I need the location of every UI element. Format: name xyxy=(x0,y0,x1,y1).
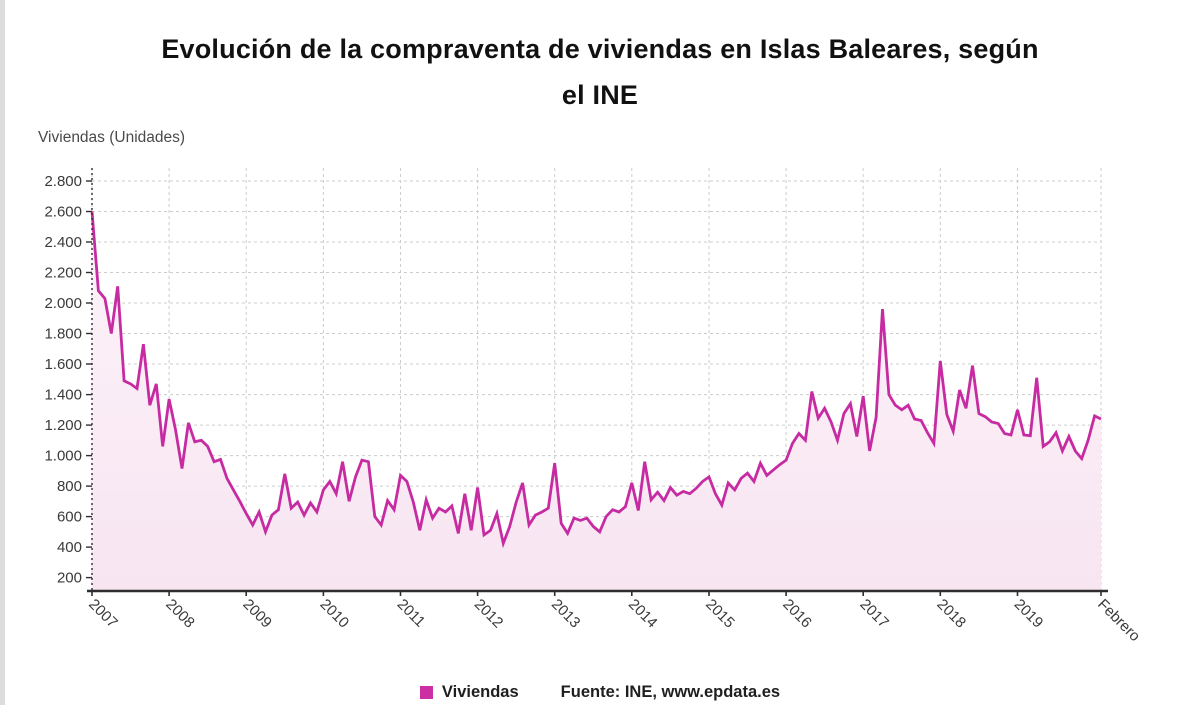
svg-text:2017: 2017 xyxy=(856,596,892,632)
svg-text:200: 200 xyxy=(57,570,82,587)
svg-text:2011: 2011 xyxy=(394,596,429,631)
svg-text:2018: 2018 xyxy=(933,596,969,632)
svg-text:2.400: 2.400 xyxy=(44,234,82,251)
svg-text:800: 800 xyxy=(57,478,82,495)
svg-text:2019: 2019 xyxy=(1011,596,1047,632)
svg-text:600: 600 xyxy=(57,509,82,526)
source-label: Fuente: INE, www.epdata.es xyxy=(560,683,781,701)
svg-text:Febrero: Febrero xyxy=(1094,596,1143,645)
svg-text:2.000: 2.000 xyxy=(44,295,82,312)
svg-text:2010: 2010 xyxy=(317,596,353,632)
svg-text:1.800: 1.800 xyxy=(44,326,82,343)
svg-text:2014: 2014 xyxy=(625,596,661,632)
svg-text:2013: 2013 xyxy=(548,596,584,632)
svg-text:2009: 2009 xyxy=(239,596,275,632)
svg-text:2007: 2007 xyxy=(85,596,121,632)
y-axis-title: Viviendas (Unidades) xyxy=(38,129,186,146)
legend-swatch-icon xyxy=(419,686,433,699)
svg-text:1.600: 1.600 xyxy=(44,356,82,373)
page-title-line2: el INE xyxy=(561,80,639,110)
svg-text:2012: 2012 xyxy=(471,596,507,632)
svg-text:2.800: 2.800 xyxy=(44,173,82,190)
page-title-line1: Evolución de la compraventa de viviendas… xyxy=(161,34,1039,64)
svg-text:2.200: 2.200 xyxy=(44,265,82,282)
page-edge-divider xyxy=(0,0,5,705)
svg-text:1.200: 1.200 xyxy=(44,417,82,434)
legend-item-viviendas[interactable]: Viviendas xyxy=(419,683,519,702)
legend-label: Viviendas xyxy=(441,683,519,701)
svg-text:1.000: 1.000 xyxy=(44,448,82,465)
svg-text:2008: 2008 xyxy=(162,596,198,632)
svg-text:2.600: 2.600 xyxy=(44,204,82,221)
svg-text:1.400: 1.400 xyxy=(44,387,82,404)
svg-text:2016: 2016 xyxy=(779,596,815,632)
svg-text:2015: 2015 xyxy=(702,596,738,632)
page-title: Evolución de la compraventa de viviendas… xyxy=(0,26,1200,118)
legend: Viviendas Fuente: INE, www.epdata.es xyxy=(0,680,1200,705)
svg-text:400: 400 xyxy=(57,539,82,556)
